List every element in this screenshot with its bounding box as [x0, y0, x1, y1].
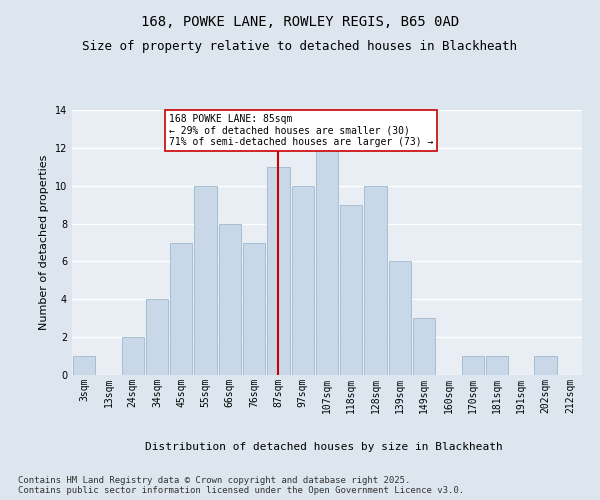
Bar	[267, 167, 290, 375]
Bar	[364, 186, 387, 375]
Bar	[413, 318, 436, 375]
Bar	[243, 242, 265, 375]
Bar	[535, 356, 557, 375]
Text: 168 POWKE LANE: 85sqm
← 29% of detached houses are smaller (30)
71% of semi-deta: 168 POWKE LANE: 85sqm ← 29% of detached …	[169, 114, 434, 147]
Bar	[73, 356, 95, 375]
Bar	[292, 186, 314, 375]
Bar	[461, 356, 484, 375]
Bar	[340, 204, 362, 375]
Text: Distribution of detached houses by size in Blackheath: Distribution of detached houses by size …	[145, 442, 503, 452]
Bar	[194, 186, 217, 375]
Text: Contains HM Land Registry data © Crown copyright and database right 2025.
Contai: Contains HM Land Registry data © Crown c…	[18, 476, 464, 495]
Bar	[486, 356, 508, 375]
Bar	[389, 262, 411, 375]
Text: Size of property relative to detached houses in Blackheath: Size of property relative to detached ho…	[83, 40, 517, 53]
Bar	[122, 337, 144, 375]
Bar	[146, 300, 168, 375]
Bar	[316, 148, 338, 375]
Bar	[170, 242, 193, 375]
Text: 168, POWKE LANE, ROWLEY REGIS, B65 0AD: 168, POWKE LANE, ROWLEY REGIS, B65 0AD	[141, 15, 459, 29]
Bar	[218, 224, 241, 375]
Y-axis label: Number of detached properties: Number of detached properties	[39, 155, 49, 330]
